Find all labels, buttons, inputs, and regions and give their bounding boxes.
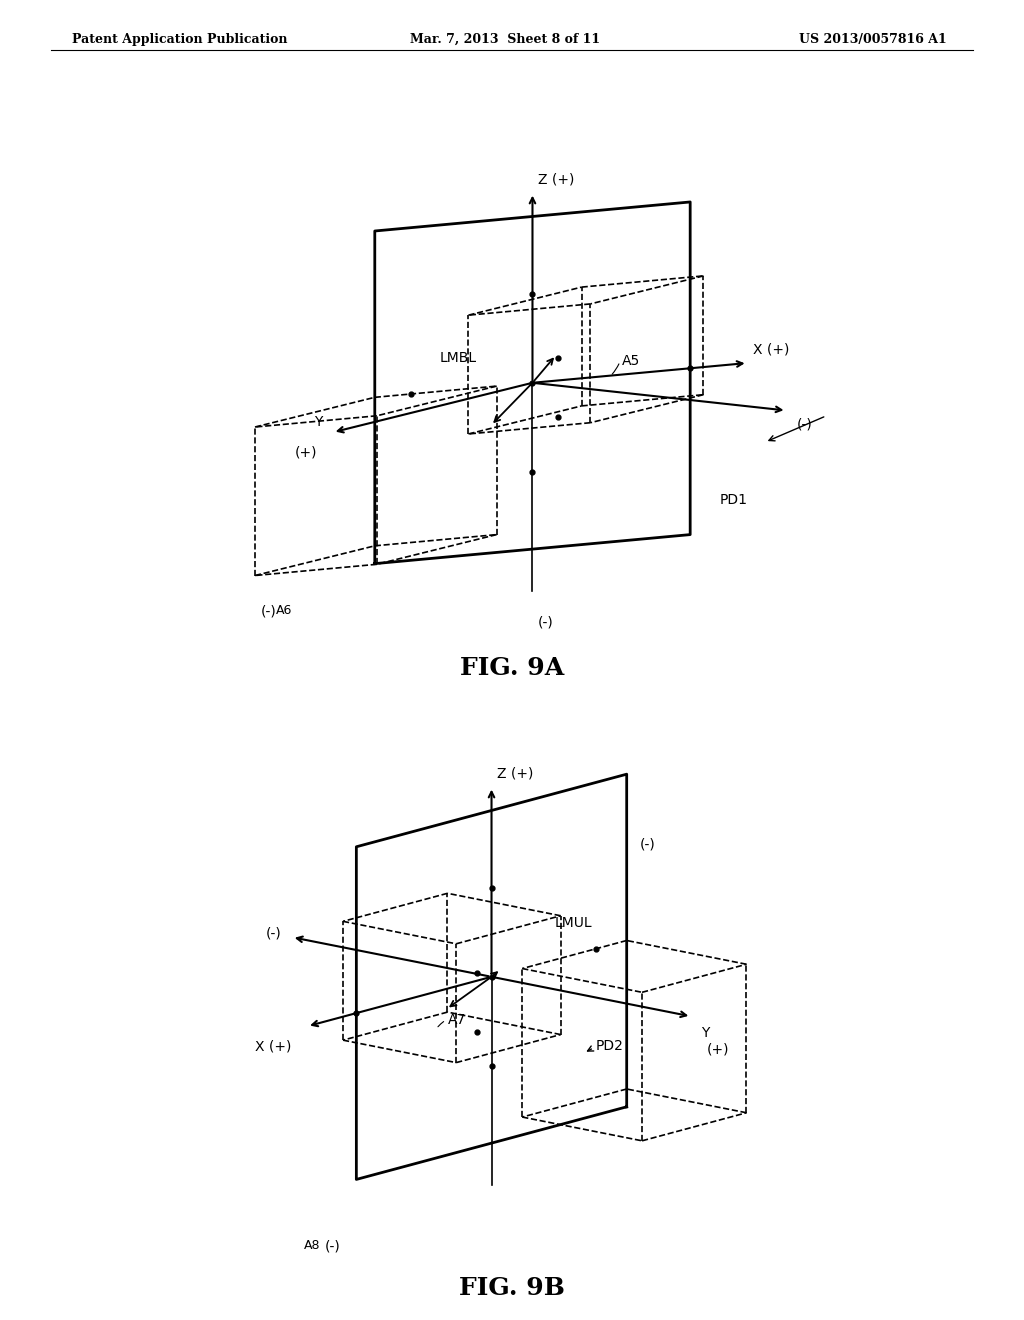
Text: (-): (-) <box>797 417 812 432</box>
Text: (-): (-) <box>261 605 276 618</box>
Text: A8: A8 <box>304 1239 321 1253</box>
Text: Z (+): Z (+) <box>538 172 574 186</box>
Text: LMUL: LMUL <box>555 916 593 931</box>
Text: Patent Application Publication: Patent Application Publication <box>72 33 287 46</box>
Text: A5: A5 <box>623 354 640 368</box>
Text: (-): (-) <box>325 1239 341 1253</box>
Text: LMBL: LMBL <box>439 351 476 364</box>
Text: FIG. 9B: FIG. 9B <box>459 1276 565 1300</box>
Text: Z (+): Z (+) <box>497 766 534 780</box>
Text: (-): (-) <box>538 615 553 630</box>
Text: FIG. 9A: FIG. 9A <box>460 656 564 680</box>
Text: Y: Y <box>701 1027 710 1040</box>
Text: Y: Y <box>314 414 323 429</box>
Text: A6: A6 <box>276 605 292 618</box>
Text: PD1: PD1 <box>719 494 748 507</box>
Text: X (+): X (+) <box>255 1040 292 1053</box>
Text: (+): (+) <box>295 446 317 459</box>
Text: X (+): X (+) <box>753 342 790 356</box>
Text: Mar. 7, 2013  Sheet 8 of 11: Mar. 7, 2013 Sheet 8 of 11 <box>410 33 600 46</box>
Text: US 2013/0057816 A1: US 2013/0057816 A1 <box>799 33 946 46</box>
Text: PD2: PD2 <box>596 1039 624 1053</box>
Text: (-): (-) <box>640 838 655 851</box>
Text: (-): (-) <box>266 927 282 941</box>
Text: A7: A7 <box>449 1012 466 1027</box>
Text: (+): (+) <box>707 1043 729 1057</box>
